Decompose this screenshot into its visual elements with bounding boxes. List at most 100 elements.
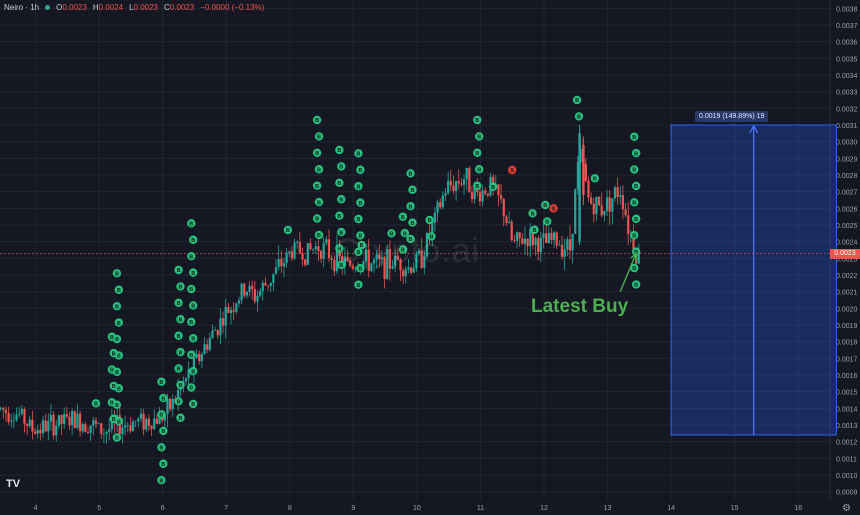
candle-body xyxy=(198,353,201,362)
candle-body xyxy=(100,423,103,434)
buy-signal-label: B xyxy=(543,203,547,209)
candle-body xyxy=(417,250,421,255)
y-tick-label: 0.0028 xyxy=(836,173,858,180)
buy-signal-label: B xyxy=(477,167,481,173)
candle-body xyxy=(372,259,376,264)
buy-signal-label: B xyxy=(410,188,414,194)
candle-body xyxy=(206,344,209,350)
candle-body xyxy=(375,254,378,260)
buy-signal-label: B xyxy=(177,400,181,406)
candle-body xyxy=(415,254,418,269)
candle-body xyxy=(521,238,524,244)
candle-body xyxy=(560,244,564,257)
buy-signal-marker xyxy=(630,165,639,174)
candle-body xyxy=(343,256,346,267)
candle-body xyxy=(500,195,503,199)
buy-signal-label: B xyxy=(634,283,638,289)
candle-body xyxy=(274,267,278,274)
candle-body xyxy=(171,399,174,410)
buy-signal-marker xyxy=(314,165,324,174)
close-value: 0.0023 xyxy=(169,3,195,12)
buy-signal-label: B xyxy=(403,231,407,237)
buy-signal-label: B xyxy=(115,304,119,310)
buy-signal-marker xyxy=(473,148,482,158)
candle-body xyxy=(391,266,394,269)
candle-body xyxy=(333,259,336,272)
candle-body xyxy=(293,242,296,259)
tradingview-logo-icon[interactable]: TV xyxy=(6,478,21,490)
candle-body xyxy=(354,268,357,270)
y-tick-label: 0.0015 xyxy=(836,390,858,397)
candle-body xyxy=(436,202,439,213)
buy-signal-marker xyxy=(572,95,582,105)
gear-icon[interactable]: ⚙ xyxy=(842,503,851,514)
last-price-badge: 0.0023 xyxy=(830,249,860,259)
buy-signal-label: B xyxy=(545,220,549,226)
symbol-label: Neiro · 1h xyxy=(4,3,40,12)
buy-signal-label: B xyxy=(315,184,319,190)
buy-signal-label: B xyxy=(191,271,195,277)
candle-body xyxy=(542,233,545,238)
buy-signal-marker xyxy=(425,215,434,225)
latest-buy-arrow xyxy=(619,253,637,292)
y-tick-label: 0.0022 xyxy=(836,273,858,280)
symbol-header: Neiro · 1h O0.0023 H0.0024 L0.0023 C0.00… xyxy=(4,3,264,12)
buy-signal-label: B xyxy=(339,263,343,269)
y-tick-label: 0.0019 xyxy=(836,323,858,330)
candle-body xyxy=(312,249,315,251)
buy-signal-label: B xyxy=(358,168,362,174)
buy-signal-marker xyxy=(354,280,363,289)
buy-signal-marker xyxy=(189,366,198,376)
candle-body xyxy=(7,412,10,422)
buy-signal-label: B xyxy=(358,266,362,272)
buy-signal-marker xyxy=(337,195,346,204)
buy-signal-label: B xyxy=(337,214,341,220)
candle-body xyxy=(621,195,625,210)
buy-signal-marker xyxy=(541,200,550,210)
measure-label: 0.0019 (149.89%) 19 xyxy=(695,111,769,122)
y-tick-label: 0.0029 xyxy=(836,156,858,163)
buy-signal-label: B xyxy=(317,135,321,141)
candle-body xyxy=(28,419,31,427)
open-label: O xyxy=(56,3,63,12)
candle-body xyxy=(412,268,415,273)
candle-body xyxy=(335,245,339,272)
candle-body xyxy=(158,413,161,424)
buy-signal-label: B xyxy=(315,151,319,157)
candle-body xyxy=(243,283,246,296)
candle-body xyxy=(261,282,264,292)
y-tick-label: 0.0032 xyxy=(836,106,858,113)
y-tick-label: 0.0020 xyxy=(836,306,858,313)
buy-signal-label: B xyxy=(189,386,193,392)
y-tick-label: 0.0010 xyxy=(836,473,858,480)
candle-body xyxy=(18,413,21,415)
buy-signal-label: B xyxy=(112,351,116,357)
buy-signal-marker xyxy=(408,218,417,227)
buy-signal-label: B xyxy=(178,350,182,356)
buy-signal-label: B xyxy=(191,402,195,408)
candle-body xyxy=(68,416,71,426)
buy-signal-marker xyxy=(114,285,124,294)
candle-body xyxy=(545,233,548,243)
buy-signal-label: B xyxy=(115,272,119,278)
buy-signal-label: B xyxy=(475,118,479,124)
candle-body xyxy=(396,255,399,260)
buy-signal-marker xyxy=(314,197,324,207)
candle-body xyxy=(105,431,108,434)
buy-signal-marker xyxy=(107,332,117,341)
candle-body xyxy=(47,421,50,432)
candle-body xyxy=(20,409,23,414)
candle-body xyxy=(388,249,391,269)
buy-signal-marker xyxy=(335,211,344,220)
candle-body xyxy=(150,425,153,430)
buy-signal-label: B xyxy=(189,353,193,359)
candle-body xyxy=(394,255,397,267)
buy-signal-marker xyxy=(335,145,344,155)
candle-body xyxy=(497,184,500,196)
candle-body xyxy=(176,390,180,401)
candle-body xyxy=(327,239,331,258)
buy-signal-label: B xyxy=(339,165,343,171)
candle-body xyxy=(481,190,484,202)
buy-signal-label: B xyxy=(159,380,163,386)
